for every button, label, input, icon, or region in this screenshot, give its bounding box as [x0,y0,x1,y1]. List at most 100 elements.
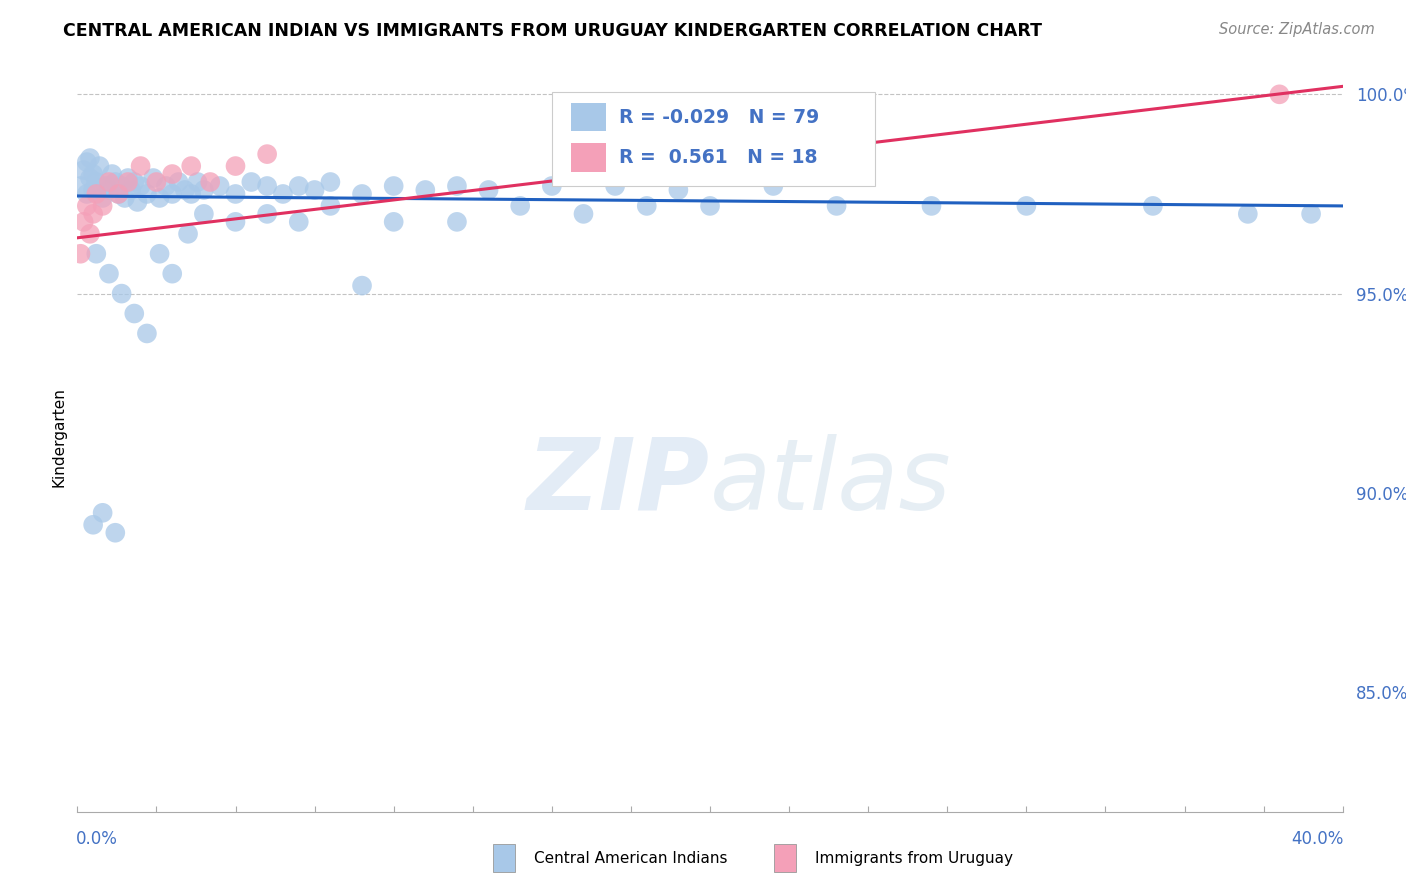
Point [76,155,98,169]
Point [319,199,342,213]
Point [129,179,152,194]
Point [91,191,114,205]
Point [76,186,98,201]
Point [413,183,436,197]
Point [117,171,139,186]
Point [82,207,104,221]
Point [225,215,247,229]
Point [382,179,405,194]
Point [111,179,132,194]
Point [1015,199,1038,213]
Point [509,199,531,213]
Point [98,267,120,281]
Point [446,215,468,229]
Point [225,159,247,173]
Point [117,175,139,189]
Point [94,179,117,194]
Point [605,179,627,194]
Text: atlas: atlas [710,434,952,531]
Point [98,183,120,197]
Point [79,171,101,186]
Point [1268,87,1291,102]
Text: Source: ZipAtlas.com: Source: ZipAtlas.com [1219,22,1375,37]
Point [79,227,101,241]
FancyBboxPatch shape [571,103,606,131]
Point [636,199,658,213]
Point [186,175,209,189]
Point [101,167,124,181]
Point [142,171,165,186]
Point [69,179,91,194]
Y-axis label: Kindergarten: Kindergarten [51,387,66,487]
Text: Immigrants from Uruguay: Immigrants from Uruguay [815,851,1014,865]
Point [225,186,247,201]
Point [91,199,114,213]
Point [256,147,278,161]
Point [82,183,104,197]
Point [668,183,690,197]
Point [288,215,311,229]
Point [98,175,120,189]
FancyBboxPatch shape [571,144,606,172]
Point [319,175,342,189]
Point [167,175,190,189]
Point [86,186,108,201]
Point [162,267,183,281]
Point [135,186,157,201]
Point [79,151,101,165]
Point [104,525,127,540]
Point [762,179,785,194]
Point [271,186,294,201]
Point [288,179,311,194]
Point [107,186,129,201]
Point [114,191,136,205]
Point [352,278,374,293]
Point [111,286,132,301]
Point [180,159,202,173]
Point [1237,207,1260,221]
Text: 0.0%: 0.0% [76,830,118,848]
Point [76,199,98,213]
Point [921,199,943,213]
Point [699,199,721,213]
Point [1142,199,1164,213]
Point [135,326,157,341]
Text: ZIP: ZIP [527,434,710,531]
Point [89,159,111,173]
Point [162,167,183,181]
Point [825,199,848,213]
Point [127,194,149,209]
Point [145,175,167,189]
Point [177,227,200,241]
Point [149,191,172,205]
Point [73,163,96,178]
Point [477,183,501,197]
Point [256,207,278,221]
Point [352,186,374,201]
Point [155,179,177,194]
Point [174,183,197,197]
Point [124,306,146,320]
Point [208,179,231,194]
Point [304,183,326,197]
Text: CENTRAL AMERICAN INDIAN VS IMMIGRANTS FROM URUGUAY KINDERGARTEN CORRELATION CHAR: CENTRAL AMERICAN INDIAN VS IMMIGRANTS FR… [63,22,1042,40]
Point [124,175,146,189]
Text: 40.0%: 40.0% [1292,830,1344,848]
Point [193,207,215,221]
Point [162,186,183,201]
Point [446,179,468,194]
Point [382,215,405,229]
Point [572,207,595,221]
Point [107,186,129,201]
Point [82,517,104,532]
Point [91,506,114,520]
Point [104,175,127,189]
Point [149,246,172,260]
Point [240,175,263,189]
Point [86,246,108,260]
Point [180,186,202,201]
Point [193,183,215,197]
Text: Central American Indians: Central American Indians [534,851,728,865]
Point [82,167,104,181]
Point [256,179,278,194]
